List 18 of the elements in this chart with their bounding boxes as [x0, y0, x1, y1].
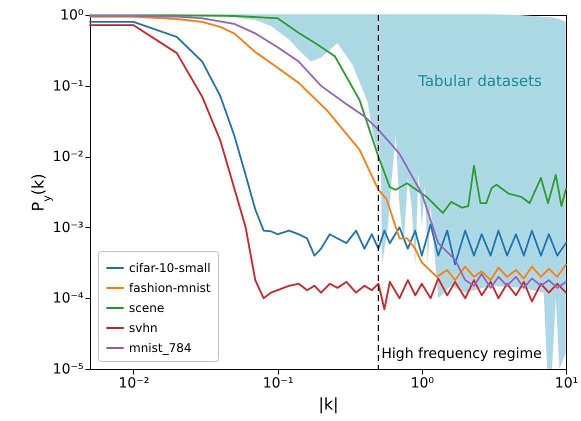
y-tick-label: 10⁰: [60, 8, 84, 24]
legend-label: scene: [129, 301, 164, 315]
x-tick-label: 10⁻¹: [262, 376, 294, 392]
y-tick-label: 10⁻⁵: [52, 362, 84, 378]
legend-label: fashion-mnist: [129, 281, 211, 295]
y-tick-label: 10⁻²: [52, 149, 84, 166]
x-tick-label: 10¹: [554, 376, 578, 392]
ref-line-label: High frequency regime: [381, 346, 542, 362]
y-tick-label: 10⁻³: [52, 220, 84, 236]
x-tick-label: 10⁰: [410, 376, 434, 392]
annotation: Tabular datasets: [417, 72, 542, 90]
x-tick-label: 10⁻²: [118, 376, 150, 392]
y-tick-label: 10⁻⁴: [52, 290, 84, 307]
legend-label: cifar-10-small: [129, 261, 211, 275]
legend-label: mnist_784: [129, 341, 192, 355]
legend-label: svhn: [129, 321, 158, 335]
x-axis-title: |k|: [318, 394, 339, 414]
y-tick-label: 10⁻¹: [52, 78, 84, 94]
